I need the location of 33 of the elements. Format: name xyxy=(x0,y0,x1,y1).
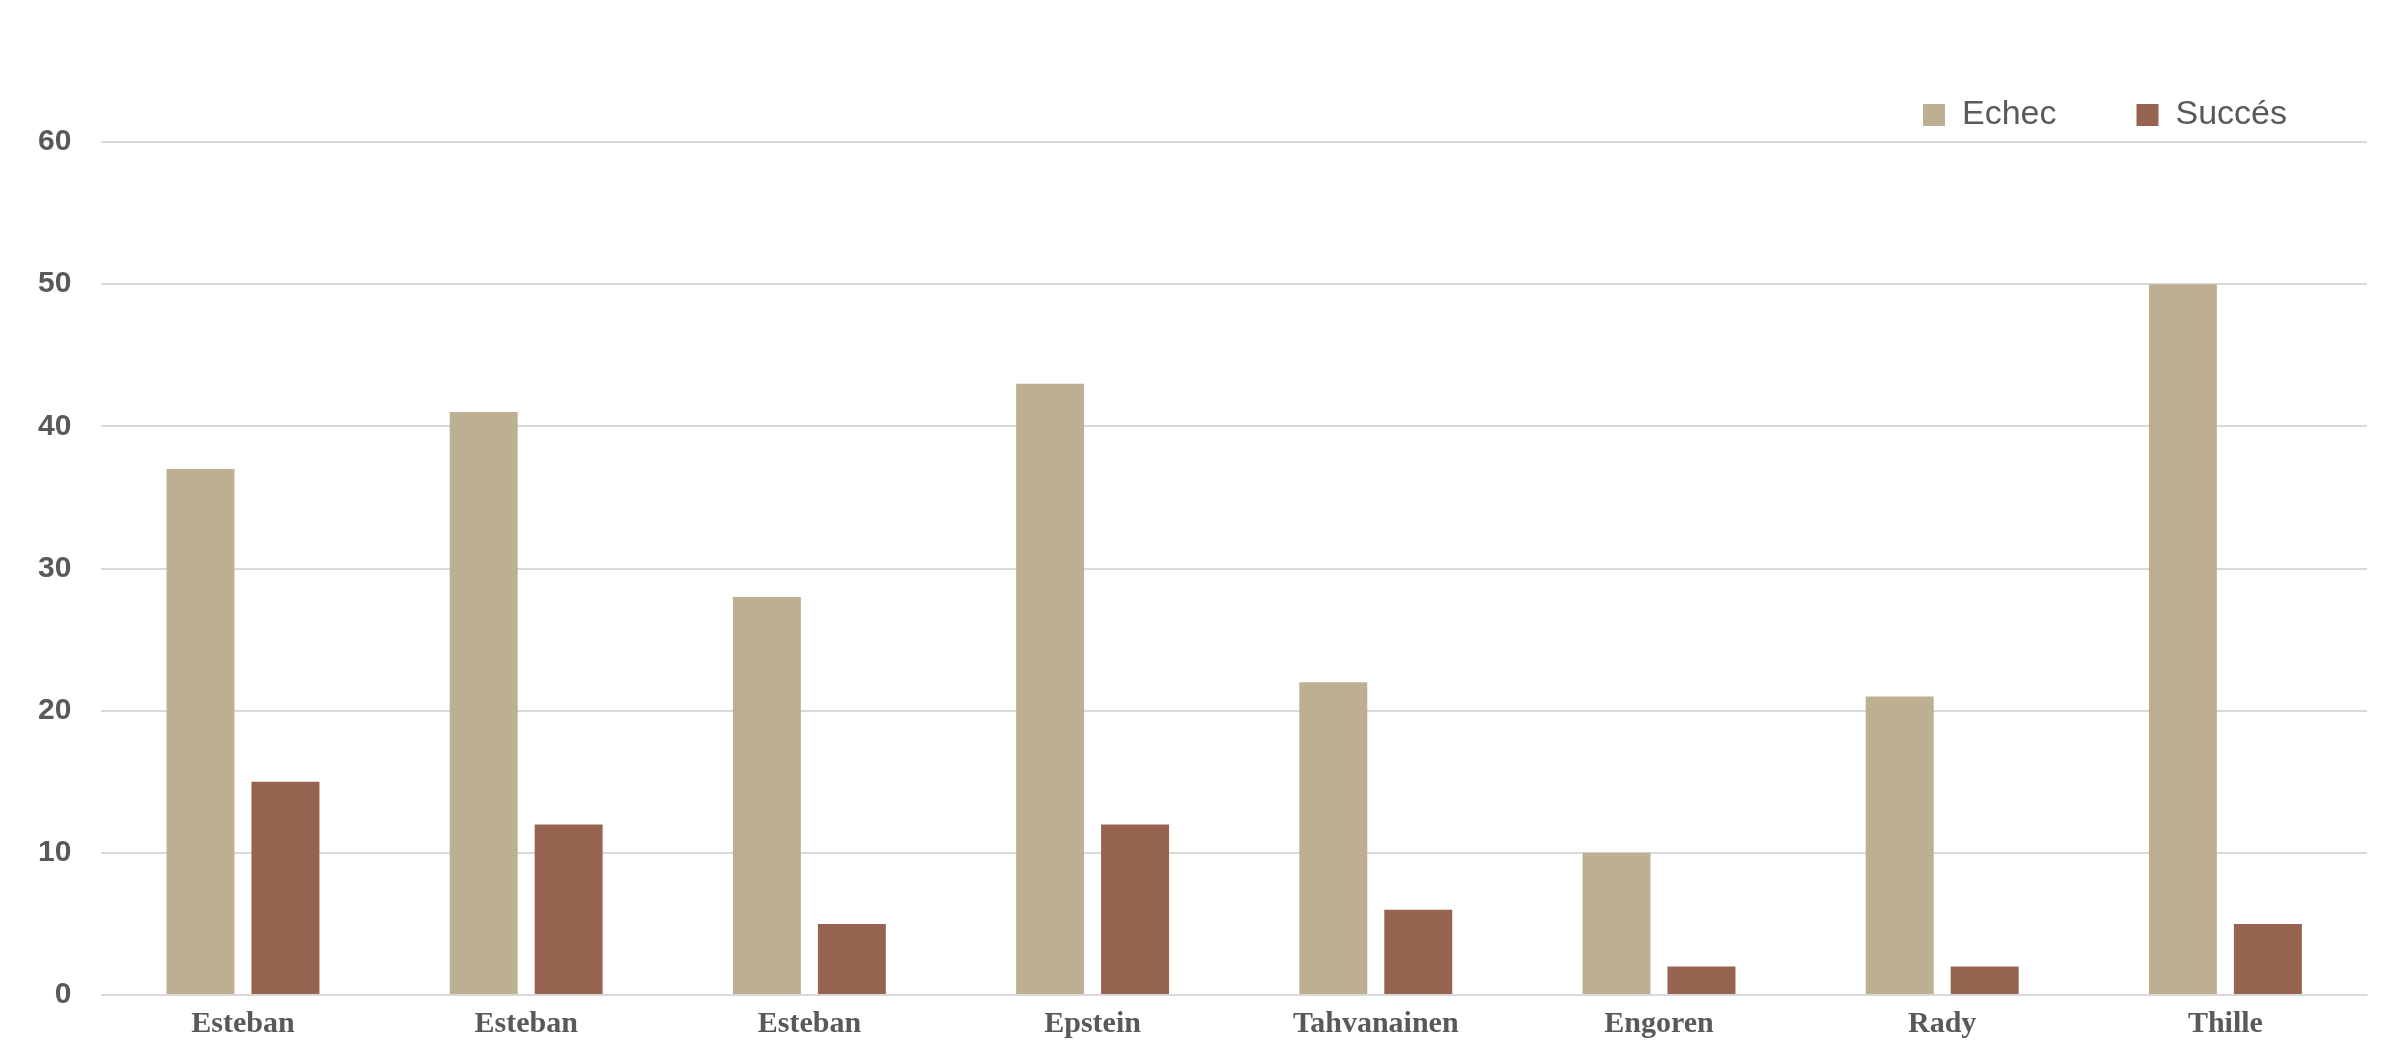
bar xyxy=(817,923,886,994)
bar xyxy=(1667,966,1736,994)
bar xyxy=(732,596,801,994)
y-tick-label: 50 xyxy=(37,265,72,299)
x-tick-label: Esteban xyxy=(474,1004,579,1038)
bar xyxy=(2233,923,2302,994)
x-tick-label: Thille xyxy=(2187,1004,2263,1038)
bar xyxy=(534,824,603,994)
legend-label: Succés xyxy=(2175,93,2287,132)
bar xyxy=(1299,682,1368,994)
bar xyxy=(1865,696,1934,994)
bar xyxy=(449,412,518,994)
bar xyxy=(1101,824,1170,994)
y-tick-label: 60 xyxy=(37,123,72,157)
x-tick-label: Tahvanainen xyxy=(1292,1004,1459,1038)
x-tick-label: Rady xyxy=(1908,1004,1977,1038)
bar xyxy=(1950,966,2019,994)
y-tick-label: 30 xyxy=(37,549,72,583)
x-tick-label: Epstein xyxy=(1044,1004,1142,1038)
y-tick-label: 20 xyxy=(37,691,72,725)
x-tick-label: Esteban xyxy=(191,1004,295,1038)
bar xyxy=(2148,284,2217,994)
y-tick-label: 40 xyxy=(37,407,72,441)
x-tick-label: Engoren xyxy=(1604,1004,1715,1038)
bar xyxy=(166,468,235,994)
y-tick-label: 10 xyxy=(37,834,72,868)
legend-label: Echec xyxy=(1962,93,2057,132)
bar xyxy=(1384,909,1453,994)
x-tick-label: Esteban xyxy=(757,1004,862,1038)
bar xyxy=(1582,852,1651,994)
bar xyxy=(251,781,320,994)
bar xyxy=(1016,383,1085,994)
y-tick-label: 0 xyxy=(54,976,72,1010)
